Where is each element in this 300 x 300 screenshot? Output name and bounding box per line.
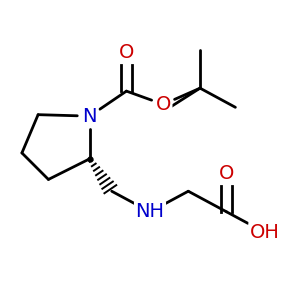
Text: OH: OH (250, 223, 280, 242)
Text: O: O (119, 43, 134, 62)
Text: O: O (156, 95, 171, 114)
Text: O: O (219, 164, 234, 183)
Text: NH: NH (136, 202, 164, 221)
Text: N: N (82, 106, 97, 126)
